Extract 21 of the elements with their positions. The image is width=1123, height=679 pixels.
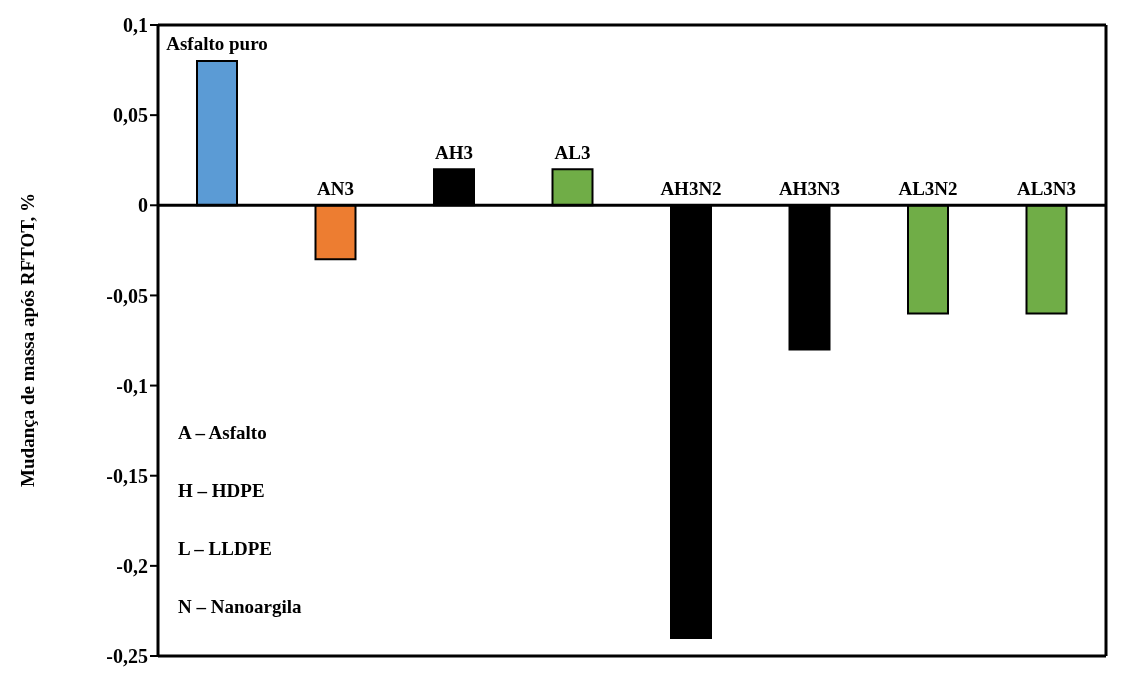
annotation: L – LLDPE [178, 537, 273, 561]
annotation: H – HDPE [178, 479, 266, 503]
x-tick-label: AL3N3 [1016, 177, 1077, 199]
x-tick-label: AL3 [554, 141, 591, 163]
annotation: N – Nanoargila [178, 595, 302, 619]
x-tick-label: AH3N3 [778, 177, 841, 199]
x-tick-label: AL3N2 [898, 177, 958, 199]
x-tick-label: Asfalto puro [166, 33, 268, 55]
y-tick-label: -0,1 [116, 374, 148, 397]
y-axis-title: Mudança de massa após RFTOT, % [17, 192, 39, 487]
y-tick-label: -0,05 [106, 284, 148, 307]
y-tick-label: -0,15 [106, 464, 148, 487]
annotation: A – Asfalto [178, 421, 268, 445]
y-tick-label: -0,25 [106, 645, 148, 668]
y-tick-label: -0,2 [116, 554, 148, 577]
y-tick-label: 0 [138, 194, 148, 217]
x-tick-label: AN3 [317, 177, 354, 199]
x-tick-label: AH3N2 [660, 177, 722, 199]
y-tick-label: 0,1 [123, 14, 148, 37]
y-tick-label: 0,05 [113, 104, 148, 127]
x-tick-label: AH3 [435, 141, 473, 163]
